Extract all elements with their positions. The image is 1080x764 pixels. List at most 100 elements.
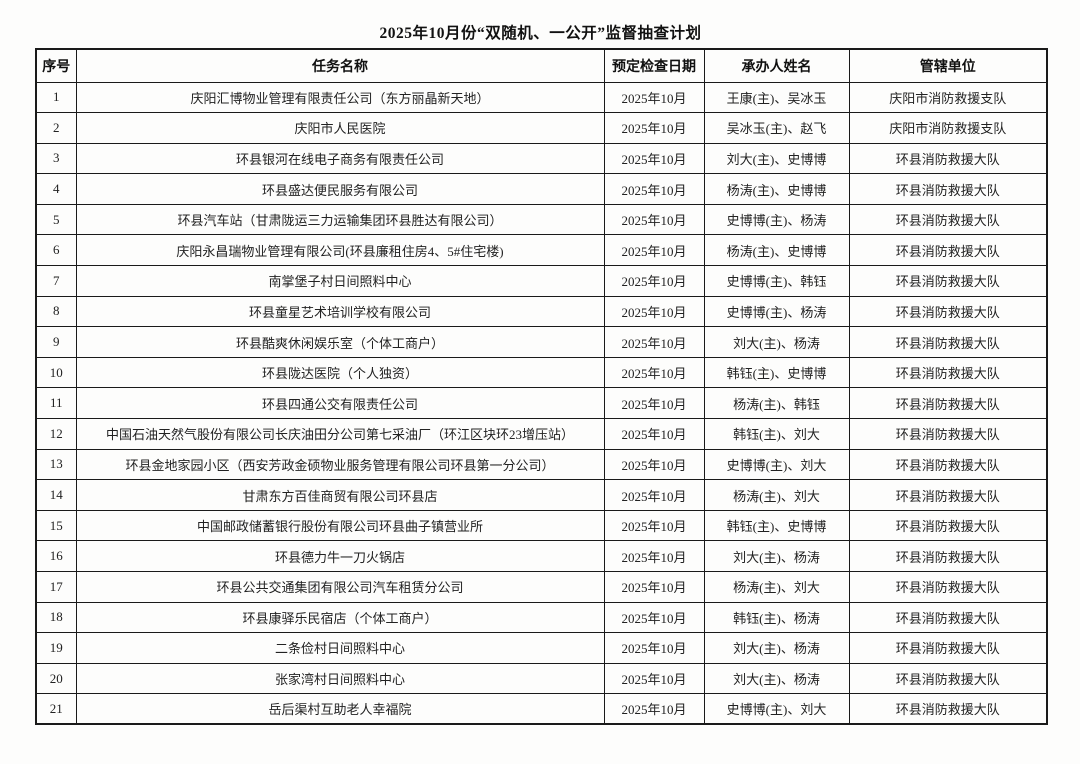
jurisdiction-unit-cell: 环县消防救援大队 bbox=[848, 601, 1048, 634]
handler-names-cell: 韩钰(主)、史博博 bbox=[703, 356, 850, 389]
row-serial-number: 6 bbox=[35, 234, 77, 267]
task-name-cell: 环县金地家园小区（西安芳政金硕物业服务管理有限公司环县第一分公司） bbox=[75, 448, 605, 481]
inspection-date-cell: 2025年10月 bbox=[603, 203, 705, 236]
jurisdiction-unit-cell: 环县消防救援大队 bbox=[848, 356, 1048, 389]
table-row: 20 张家湾村日间照料中心 2025年10月 刘大(主)、杨涛 环县消防救援大队 bbox=[35, 662, 1048, 695]
jurisdiction-unit-cell: 环县消防救援大队 bbox=[848, 203, 1048, 236]
row-serial-number: 12 bbox=[35, 418, 77, 450]
task-name-cell: 岳后渠村互助老人幸福院 bbox=[75, 693, 605, 725]
row-serial-number: 9 bbox=[35, 326, 77, 358]
task-name-cell: 环县陇达医院（个人独资） bbox=[75, 356, 605, 389]
table-row: 8 环县童星艺术培训学校有限公司 2025年10月 史博博(主)、杨涛 环县消防救援大队 bbox=[35, 295, 1048, 328]
table-row: 6 庆阳永昌瑞物业管理有限公司(环县廉租住房4、5#住宅楼) 2025年10月 杨涛(… bbox=[35, 234, 1048, 267]
row-serial-number: 7 bbox=[35, 265, 77, 297]
jurisdiction-unit-cell: 环县消防救援大队 bbox=[848, 326, 1048, 358]
inspection-date-cell: 2025年10月 bbox=[603, 173, 705, 205]
table-row: 7 南掌堡子村日间照料中心 2025年10月 史博博(主)、韩钰 环县消防救援大队 bbox=[35, 265, 1048, 297]
table-row: 4 环县盛达便民服务有限公司 2025年10月 杨涛(主)、史博博 环县消防救援大队 bbox=[35, 173, 1048, 205]
task-name-cell: 中国邮政储蓄银行股份有限公司环县曲子镇营业所 bbox=[75, 509, 605, 542]
handler-names-cell: 刘大(主)、杨涛 bbox=[703, 540, 850, 572]
inspection-date-cell: 2025年10月 bbox=[603, 356, 705, 389]
inspection-date-cell: 2025年10月 bbox=[603, 81, 705, 114]
header-jurisdiction-unit: 管辖单位 bbox=[848, 48, 1048, 83]
task-name-cell: 环县汽车站（甘肃陇运三力运输集团环县胜达有限公司） bbox=[75, 203, 605, 236]
inspection-date-cell: 2025年10月 bbox=[603, 509, 705, 542]
task-name-cell: 甘肃东方百佳商贸有限公司环县店 bbox=[75, 479, 605, 511]
header-inspection-date: 预定检查日期 bbox=[603, 48, 705, 83]
row-serial-number: 11 bbox=[35, 387, 77, 420]
jurisdiction-unit-cell: 环县消防救援大队 bbox=[848, 265, 1048, 297]
header-serial-number: 序号 bbox=[35, 48, 77, 83]
jurisdiction-unit-cell: 环县消防救援大队 bbox=[848, 571, 1048, 603]
table-row: 18 环县康驿乐民宿店（个体工商户） 2025年10月 韩钰(主)、杨涛 环县消防救援大… bbox=[35, 601, 1048, 634]
handler-names-cell: 刘大(主)、杨涛 bbox=[703, 662, 850, 695]
table-row: 15 中国邮政储蓄银行股份有限公司环县曲子镇营业所 2025年10月 韩钰(主)、史博… bbox=[35, 509, 1048, 542]
row-serial-number: 21 bbox=[35, 693, 77, 725]
jurisdiction-unit-cell: 环县消防救援大队 bbox=[848, 234, 1048, 267]
row-serial-number: 16 bbox=[35, 540, 77, 572]
jurisdiction-unit-cell: 环县消防救援大队 bbox=[848, 662, 1048, 695]
header-row: 序号 任务名称 预定检查日期 承办人姓名 管辖单位 bbox=[35, 48, 1048, 83]
inspection-date-cell: 2025年10月 bbox=[603, 295, 705, 328]
inspection-date-cell: 2025年10月 bbox=[603, 326, 705, 358]
task-name-cell: 环县康驿乐民宿店（个体工商户） bbox=[75, 601, 605, 634]
task-name-cell: 环县公共交通集团有限公司汽车租赁分公司 bbox=[75, 571, 605, 603]
row-serial-number: 20 bbox=[35, 662, 77, 695]
handler-names-cell: 史博博(主)、杨涛 bbox=[703, 203, 850, 236]
handler-names-cell: 杨涛(主)、刘大 bbox=[703, 479, 850, 511]
table-row: 2 庆阳市人民医院 2025年10月 吴冰玉(主)、赵飞 庆阳市消防救援支队 bbox=[35, 112, 1048, 144]
table-row: 21 岳后渠村互助老人幸福院 2025年10月 史博博(主)、刘大 环县消防救援大队 bbox=[35, 693, 1048, 725]
task-name-cell: 环县四通公交有限责任公司 bbox=[75, 387, 605, 420]
task-name-cell: 环县盛达便民服务有限公司 bbox=[75, 173, 605, 205]
row-serial-number: 18 bbox=[35, 601, 77, 634]
task-name-cell: 庆阳市人民医院 bbox=[75, 112, 605, 144]
row-serial-number: 3 bbox=[35, 142, 77, 175]
handler-names-cell: 史博博(主)、刘大 bbox=[703, 448, 850, 481]
inspection-date-cell: 2025年10月 bbox=[603, 387, 705, 420]
table-body: 1 庆阳汇博物业管理有限责任公司（东方丽晶新天地） 2025年10月 王康(主)、吴冰… bbox=[35, 81, 1048, 725]
jurisdiction-unit-cell: 环县消防救援大队 bbox=[848, 693, 1048, 725]
jurisdiction-unit-cell: 环县消防救援大队 bbox=[848, 295, 1048, 328]
handler-names-cell: 韩钰(主)、史博博 bbox=[703, 509, 850, 542]
table-row: 19 二条俭村日间照料中心 2025年10月 刘大(主)、杨涛 环县消防救援大队 bbox=[35, 632, 1048, 664]
handler-names-cell: 王康(主)、吴冰玉 bbox=[703, 81, 850, 114]
row-serial-number: 5 bbox=[35, 203, 77, 236]
inspection-date-cell: 2025年10月 bbox=[603, 479, 705, 511]
row-serial-number: 15 bbox=[35, 509, 77, 542]
task-name-cell: 张家湾村日间照料中心 bbox=[75, 662, 605, 695]
task-name-cell: 庆阳汇博物业管理有限责任公司（东方丽晶新天地） bbox=[75, 81, 605, 114]
handler-names-cell: 刘大(主)、史博博 bbox=[703, 142, 850, 175]
row-serial-number: 14 bbox=[35, 479, 77, 511]
handler-names-cell: 刘大(主)、杨涛 bbox=[703, 632, 850, 664]
row-serial-number: 13 bbox=[35, 448, 77, 481]
inspection-date-cell: 2025年10月 bbox=[603, 632, 705, 664]
row-serial-number: 10 bbox=[35, 356, 77, 389]
jurisdiction-unit-cell: 环县消防救援大队 bbox=[848, 142, 1048, 175]
jurisdiction-unit-cell: 环县消防救援大队 bbox=[848, 448, 1048, 481]
table-row: 17 环县公共交通集团有限公司汽车租赁分公司 2025年10月 杨涛(主)、刘大 环县消… bbox=[35, 571, 1048, 603]
row-serial-number: 1 bbox=[35, 81, 77, 114]
task-name-cell: 环县酷爽休闲娱乐室（个体工商户） bbox=[75, 326, 605, 358]
jurisdiction-unit-cell: 环县消防救援大队 bbox=[848, 540, 1048, 572]
row-serial-number: 2 bbox=[35, 112, 77, 144]
inspection-date-cell: 2025年10月 bbox=[603, 142, 705, 175]
task-name-cell: 庆阳永昌瑞物业管理有限公司(环县廉租住房4、5#住宅楼) bbox=[75, 234, 605, 267]
handler-names-cell: 史博博(主)、刘大 bbox=[703, 693, 850, 725]
inspection-date-cell: 2025年10月 bbox=[603, 571, 705, 603]
jurisdiction-unit-cell: 环县消防救援大队 bbox=[848, 509, 1048, 542]
row-serial-number: 17 bbox=[35, 571, 77, 603]
handler-names-cell: 史博博(主)、韩钰 bbox=[703, 265, 850, 297]
jurisdiction-unit-cell: 环县消防救援大队 bbox=[848, 387, 1048, 420]
table-row: 13 环县金地家园小区（西安芳政金硕物业服务管理有限公司环县第一分公司） 2025年… bbox=[35, 448, 1048, 481]
handler-names-cell: 刘大(主)、杨涛 bbox=[703, 326, 850, 358]
table-row: 3 环县银河在线电子商务有限责任公司 2025年10月 刘大(主)、史博博 环县消防救援… bbox=[35, 142, 1048, 175]
header-handler-names: 承办人姓名 bbox=[703, 48, 850, 83]
inspection-date-cell: 2025年10月 bbox=[603, 601, 705, 634]
task-name-cell: 环县银河在线电子商务有限责任公司 bbox=[75, 142, 605, 175]
handler-names-cell: 杨涛(主)、刘大 bbox=[703, 571, 850, 603]
row-serial-number: 4 bbox=[35, 173, 77, 205]
table-row: 11 环县四通公交有限责任公司 2025年10月 杨涛(主)、韩钰 环县消防救援大队 bbox=[35, 387, 1048, 420]
task-name-cell: 南掌堡子村日间照料中心 bbox=[75, 265, 605, 297]
table-row: 1 庆阳汇博物业管理有限责任公司（东方丽晶新天地） 2025年10月 王康(主)、吴冰… bbox=[35, 81, 1048, 114]
